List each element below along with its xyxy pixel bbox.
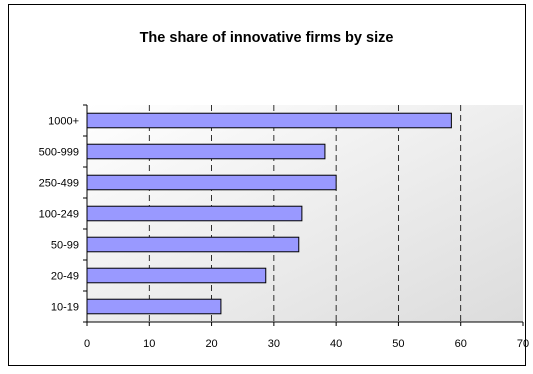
bar-20-49 (86, 267, 267, 284)
x-tick-label-2: 20 (205, 338, 217, 350)
bar-50-99 (86, 236, 300, 253)
bar-100-249 (86, 205, 303, 222)
x-tick-label-6: 60 (455, 338, 467, 350)
x-tick-label-1: 10 (143, 338, 155, 350)
bar-500-999 (86, 143, 326, 160)
x-tick-label-0: 0 (84, 338, 90, 350)
y-tick-label-5: 500-999 (39, 147, 79, 159)
bar-10-19 (86, 298, 222, 315)
x-tick-label-7: 70 (517, 338, 529, 350)
y-tick-label-2: 50-99 (51, 240, 79, 252)
y-tick-label-4: 250-499 (39, 178, 79, 190)
x-tick-label-4: 40 (330, 338, 342, 350)
y-tick-label-1: 20-49 (51, 271, 79, 283)
bar-1000+ (86, 112, 452, 129)
chart-title: The share of innovative firms by size (139, 30, 394, 46)
y-tick-label-6: 1000+ (48, 116, 79, 128)
x-tick-label-3: 30 (268, 338, 280, 350)
bar-250-499 (86, 174, 337, 191)
x-tick-label-5: 50 (392, 338, 404, 350)
y-tick-label-3: 100-249 (39, 209, 79, 221)
y-tick-label-0: 10-19 (51, 302, 79, 314)
